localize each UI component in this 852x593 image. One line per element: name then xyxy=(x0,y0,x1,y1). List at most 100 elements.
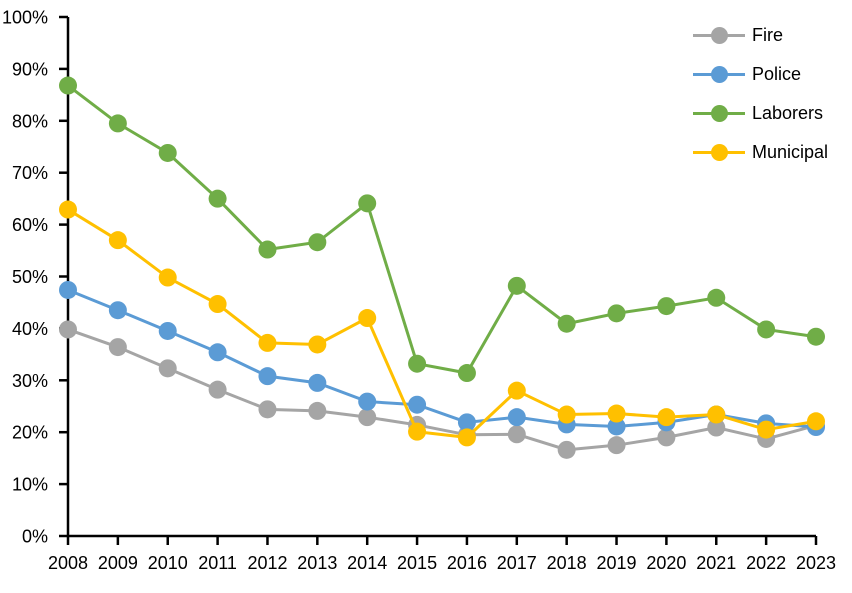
x-axis: 2008 2009 2010 2011 2012 2013 2014 2015 2016 2017… xyxy=(48,536,836,573)
data-point xyxy=(657,297,676,316)
data-point xyxy=(158,143,177,162)
data-point xyxy=(757,320,776,339)
data-point xyxy=(607,304,626,323)
data-point xyxy=(408,395,427,414)
data-point xyxy=(308,335,327,354)
y-tick-label: 30% xyxy=(12,371,48,391)
data-point xyxy=(358,392,377,411)
x-tick-label: 2021 xyxy=(696,553,736,573)
legend-label-municipal: Municipal xyxy=(752,142,829,162)
data-point xyxy=(607,404,626,423)
data-point xyxy=(607,417,626,436)
x-tick-label: 2013 xyxy=(297,553,337,573)
y-tick-label: 40% xyxy=(12,319,48,339)
x-tick-label: 2014 xyxy=(347,553,387,573)
data-point xyxy=(108,301,127,320)
series-laborers xyxy=(59,76,825,383)
fire-series-marker-icon xyxy=(693,27,745,44)
legend-item-fire: Fire xyxy=(693,16,828,55)
data-point xyxy=(807,412,825,431)
series-line xyxy=(67,288,817,429)
data-point xyxy=(457,413,476,432)
y-tick-label: 60% xyxy=(12,215,48,235)
series-fire xyxy=(59,320,825,459)
series-municipal xyxy=(59,200,825,447)
data-point xyxy=(457,364,476,383)
laborers-series-marker-icon xyxy=(693,105,745,122)
data-point xyxy=(308,233,327,252)
municipal-series-marker-icon xyxy=(693,144,745,161)
data-point xyxy=(507,381,526,400)
y-tick-label: 10% xyxy=(12,475,48,495)
data-point xyxy=(607,436,626,455)
y-tick-label: 0% xyxy=(22,527,48,547)
data-point xyxy=(108,114,127,133)
legend-label-laborers: Laborers xyxy=(752,103,824,123)
series-line xyxy=(67,84,817,375)
data-point xyxy=(657,408,676,427)
legend-item-laborers: Laborers xyxy=(693,94,828,133)
data-point xyxy=(108,338,127,357)
data-point xyxy=(557,314,576,333)
data-point xyxy=(59,320,77,339)
x-tick-label: 2022 xyxy=(746,553,786,573)
legend-label-police: Police xyxy=(752,64,802,84)
data-point xyxy=(457,428,476,447)
data-point xyxy=(308,401,327,420)
y-tick-label: 90% xyxy=(12,59,48,79)
data-point xyxy=(208,189,227,208)
x-tick-label: 2015 xyxy=(397,553,437,573)
data-point xyxy=(707,405,726,424)
data-point xyxy=(707,288,726,307)
y-tick-label: 80% xyxy=(12,111,48,131)
data-point xyxy=(358,194,377,213)
data-point xyxy=(308,373,327,392)
police-series-marker-icon xyxy=(693,66,745,83)
data-point xyxy=(59,200,77,219)
data-point xyxy=(358,309,377,328)
data-point xyxy=(507,276,526,295)
data-point xyxy=(557,440,576,459)
data-point xyxy=(208,295,227,314)
data-point xyxy=(158,359,177,378)
data-point xyxy=(557,405,576,424)
x-tick-label: 2017 xyxy=(497,553,537,573)
y-axis: 0% 10% 20% 30% 40% 50% 60% 70% 80% 90% 100% xyxy=(2,8,68,547)
legend-item-municipal: Municipal xyxy=(693,133,828,172)
legend-item-police: Police xyxy=(693,55,828,94)
x-tick-label: 2010 xyxy=(148,553,188,573)
y-tick-label: 50% xyxy=(12,267,48,287)
data-point xyxy=(258,367,277,386)
data-point xyxy=(208,343,227,362)
data-point xyxy=(59,280,77,299)
x-tick-label: 2016 xyxy=(447,553,487,573)
data-point xyxy=(258,240,277,259)
series-line xyxy=(67,208,817,439)
data-point xyxy=(158,321,177,340)
data-point xyxy=(258,400,277,419)
x-tick-label: 2023 xyxy=(796,553,836,573)
data-point xyxy=(408,354,427,373)
data-point xyxy=(108,231,127,250)
data-point xyxy=(707,418,726,437)
x-tick-label: 2020 xyxy=(646,553,686,573)
y-tick-label: 100% xyxy=(2,8,48,28)
data-point xyxy=(408,422,427,441)
data-point xyxy=(807,327,825,346)
y-tick-label: 20% xyxy=(12,423,48,443)
data-point xyxy=(757,420,776,439)
data-point xyxy=(208,380,227,399)
data-point xyxy=(258,333,277,352)
data-point xyxy=(507,425,526,444)
y-tick-label: 70% xyxy=(12,163,48,183)
x-tick-label: 2011 xyxy=(198,553,237,573)
data-point xyxy=(358,408,377,427)
x-tick-label: 2019 xyxy=(597,553,637,573)
series-line xyxy=(67,328,817,452)
x-tick-label: 2009 xyxy=(98,553,138,573)
legend-label-fire: Fire xyxy=(752,25,783,45)
data-point xyxy=(507,408,526,427)
x-tick-label: 2008 xyxy=(48,553,88,573)
